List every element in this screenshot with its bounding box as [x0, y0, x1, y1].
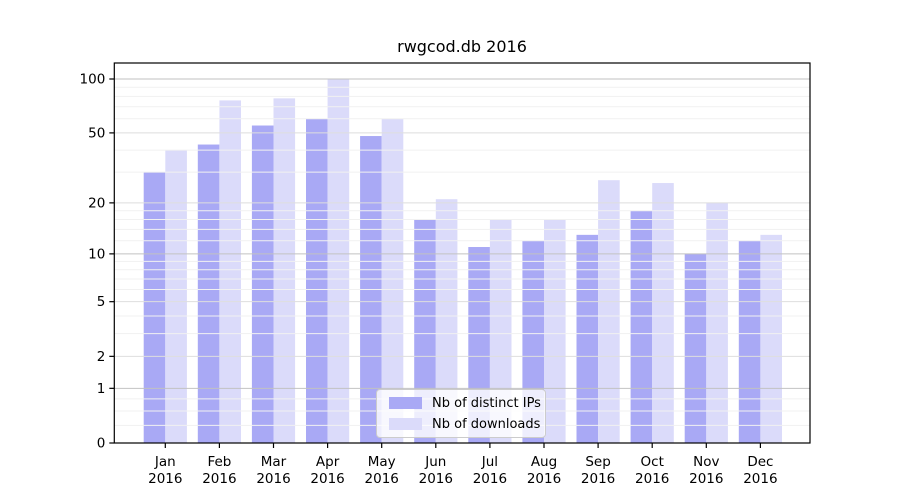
x-tick-label: Sep 2016: [581, 454, 615, 487]
bar-downloads: [598, 180, 620, 443]
bar-distinct-ips: [576, 234, 599, 443]
axes-frame: [113, 62, 811, 444]
x-tick-label: Mar 2016: [256, 454, 290, 487]
x-tick-label: Oct 2016: [635, 454, 669, 487]
bar-distinct-ips: [251, 125, 274, 444]
bar-downloads: [435, 199, 458, 443]
y-tick-label: 0: [97, 436, 106, 452]
bar-distinct-ips: [738, 240, 761, 443]
x-tick-label: Feb 2016: [202, 454, 236, 487]
x-tick-label: Nov 2016: [689, 454, 723, 487]
bar-downloads: [760, 234, 782, 443]
bar-distinct-ips: [630, 210, 653, 443]
bar-distinct-ips: [143, 172, 166, 443]
x-tick-label: Aug 2016: [527, 454, 561, 487]
bar-downloads: [489, 219, 512, 443]
x-tick-label: Apr 2016: [310, 454, 344, 487]
x-tick-label: Jul 2016: [473, 454, 507, 487]
y-tick-label: 20: [88, 195, 105, 211]
x-tick-label: Jun 2016: [419, 454, 453, 487]
bar-downloads: [706, 202, 728, 443]
x-tick-label: Dec 2016: [743, 454, 777, 487]
bar-downloads: [652, 183, 674, 443]
legend-box: Nb of distinct IPs Nb of downloads: [376, 389, 546, 438]
bar-distinct-ips: [684, 253, 707, 443]
bar-downloads: [381, 118, 404, 443]
chart-title: rwgcod.db 2016: [397, 37, 527, 56]
legend-label: Nb of distinct IPs: [432, 395, 541, 411]
y-tick-label: 5: [97, 294, 106, 310]
x-tick-label: May 2016: [365, 454, 399, 487]
y-tick-label: 100: [80, 72, 106, 88]
bar-distinct-ips: [414, 219, 436, 443]
bar-distinct-ips: [306, 118, 328, 443]
bar-downloads: [165, 150, 187, 443]
legend-label: Nb of downloads: [432, 416, 541, 432]
x-tick-label: Jan 2016: [148, 454, 182, 487]
legend-swatch-dark: [389, 397, 422, 409]
bar-downloads: [544, 219, 566, 443]
y-tick-label: 50: [88, 125, 105, 141]
y-tick-label: 10: [88, 246, 105, 262]
legend-item-downloads: Nb of downloads: [389, 416, 540, 432]
bar-distinct-ips: [197, 144, 220, 443]
legend-item-distinct-ips: Nb of distinct IPs: [389, 395, 541, 411]
bar-downloads: [219, 100, 241, 444]
y-tick-label: 2: [97, 349, 106, 365]
y-tick-label: 1: [97, 381, 106, 397]
legend-swatch-light: [389, 418, 422, 430]
